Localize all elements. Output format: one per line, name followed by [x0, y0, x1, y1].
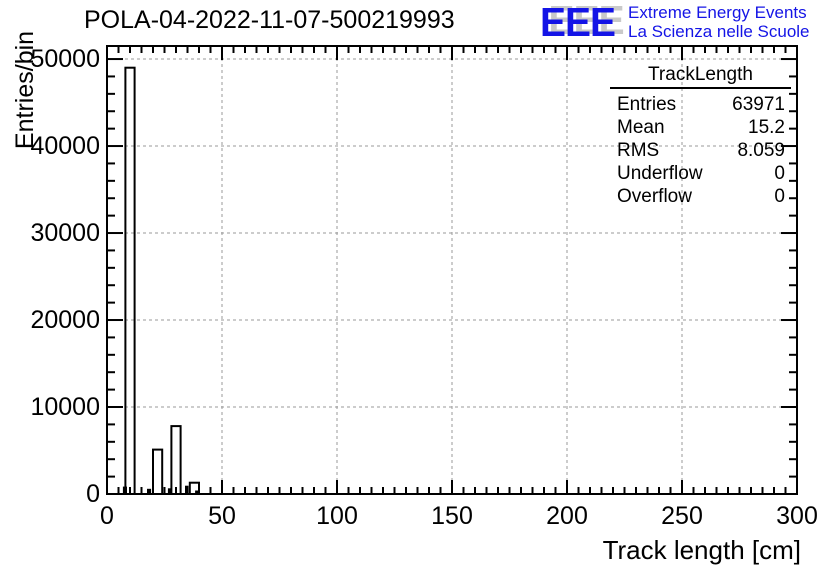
- stats-value: 0: [774, 186, 785, 207]
- svg-text:250: 250: [661, 502, 703, 530]
- stats-label: Underflow: [617, 163, 703, 184]
- svg-text:100: 100: [316, 502, 358, 530]
- svg-text:50000: 50000: [30, 45, 100, 73]
- plot-title: POLA-04-2022-11-07-500219993: [84, 6, 455, 34]
- svg-text:20000: 20000: [30, 306, 100, 334]
- y-axis-title: Entries/bin: [11, 30, 39, 150]
- stats-value: 0: [774, 163, 785, 184]
- eee-logo-subtitle: Extreme Energy Events La Scienza nelle S…: [628, 3, 809, 41]
- stats-row-underflow: Underflow 0: [610, 162, 791, 185]
- eee-logo: EEE Extreme Energy Events La Scienza nel…: [540, 1, 810, 43]
- stats-row-rms: RMS 8.059: [610, 139, 791, 162]
- eee-logo-line1: Extreme Energy Events: [628, 3, 807, 22]
- stats-value: 63971: [732, 94, 785, 115]
- stats-label: RMS: [617, 140, 660, 161]
- stats-label: Entries: [617, 94, 677, 115]
- stats-row-mean: Mean 15.2: [610, 116, 791, 139]
- eee-logo-acronym: EEE: [540, 0, 616, 45]
- svg-text:0: 0: [86, 480, 100, 508]
- svg-text:150: 150: [431, 502, 473, 530]
- x-axis-title: Track length [cm]: [602, 535, 801, 565]
- stats-row-overflow: Overflow 0: [610, 185, 791, 208]
- stats-row-entries: Entries 63971: [610, 93, 791, 116]
- svg-text:10000: 10000: [30, 393, 100, 421]
- eee-logo-line2: La Scienza nelle Scuole: [628, 22, 810, 41]
- svg-text:40000: 40000: [30, 132, 100, 160]
- stats-value: 15.2: [748, 117, 785, 138]
- stats-label: Mean: [617, 117, 665, 138]
- stats-box: TrackLength Entries 63971 Mean 15.2 RMS …: [610, 64, 791, 208]
- svg-text:50: 50: [208, 502, 236, 530]
- stats-rows: Entries 63971 Mean 15.2 RMS 8.059 Underf…: [610, 89, 791, 208]
- stats-value: 8.059: [737, 140, 785, 161]
- stats-label: Overflow: [617, 186, 692, 207]
- svg-text:0: 0: [100, 502, 114, 530]
- svg-text:30000: 30000: [30, 219, 100, 247]
- svg-text:200: 200: [546, 502, 588, 530]
- stats-title: TrackLength: [610, 64, 791, 89]
- svg-text:300: 300: [776, 502, 818, 530]
